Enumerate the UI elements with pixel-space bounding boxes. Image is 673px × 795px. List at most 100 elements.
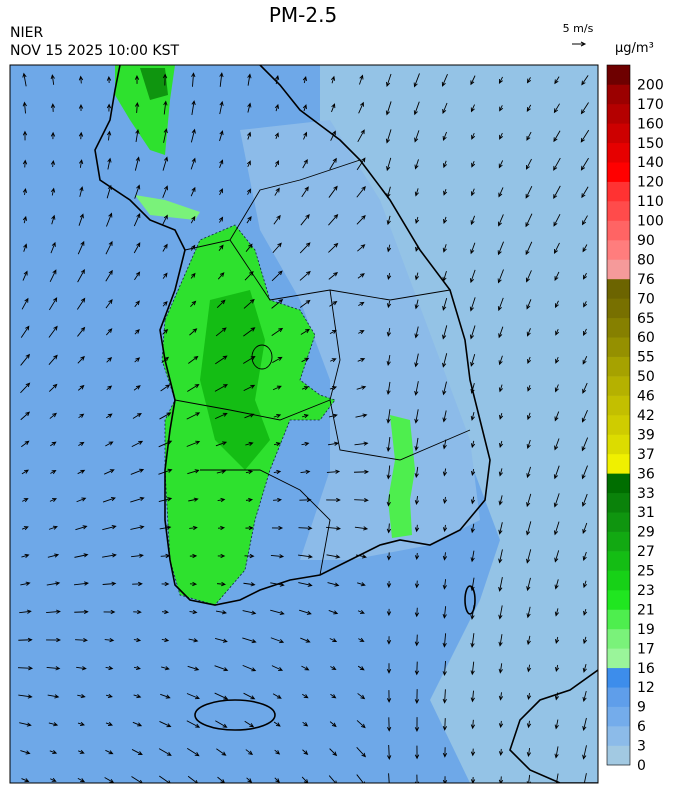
wind-arrow	[357, 693, 366, 700]
wind-arrow	[497, 269, 504, 284]
colorbar-box	[607, 356, 630, 377]
wind-arrow	[357, 273, 365, 279]
wind-arrow	[134, 184, 141, 199]
wind-arrow	[386, 465, 391, 480]
wind-arrow	[302, 76, 307, 84]
wind-arrow	[330, 358, 337, 363]
wind-arrow	[498, 605, 503, 620]
colorbar-label: 120	[637, 175, 664, 191]
wind-arrow	[414, 580, 420, 589]
wind-arrow	[247, 131, 252, 140]
wind-arrow	[77, 355, 85, 364]
map-area	[10, 65, 598, 783]
wind-arrow	[498, 634, 503, 647]
wind-arrow	[553, 185, 561, 200]
wind-arrow	[357, 665, 365, 671]
wind-arrow	[471, 132, 476, 140]
wind-arrow	[187, 775, 199, 783]
agency: NIER	[10, 25, 43, 41]
wind-arrow	[583, 608, 588, 616]
wind-arrow	[274, 187, 280, 196]
colorbar-box	[607, 298, 630, 319]
colorbar-label: 23	[637, 583, 655, 599]
colorbar-box	[607, 667, 630, 688]
wind-arrow	[134, 156, 140, 171]
colorbar-box	[607, 201, 630, 221]
wind-arrow	[274, 132, 279, 139]
wind-arrow	[470, 633, 475, 648]
wind-arrow	[414, 661, 420, 676]
wind-arrow	[582, 382, 588, 394]
wind-arrow	[78, 213, 84, 226]
wind-arrow	[470, 75, 476, 86]
wind-arrow	[582, 522, 588, 534]
wind-arrow	[441, 73, 448, 87]
wind-arrow	[298, 582, 313, 587]
wind-arrow	[387, 773, 392, 783]
colorbar-box	[607, 84, 630, 105]
wind-arrow	[17, 666, 34, 671]
wind-arrow	[50, 131, 56, 140]
colorbar-label: 110	[637, 194, 664, 210]
wind-arrow	[498, 326, 504, 339]
wind-arrow	[357, 609, 365, 614]
wind-arrow	[329, 748, 338, 757]
wind-arrow	[526, 412, 532, 421]
wind-arrow	[327, 441, 339, 446]
wind-arrow	[50, 777, 57, 782]
wind-arrow	[582, 663, 587, 673]
wind-arrow	[242, 637, 257, 644]
wind-arrow	[271, 270, 283, 282]
wind-arrow	[46, 637, 61, 643]
wind-arrow	[526, 577, 531, 592]
wind-arrow	[470, 215, 476, 226]
wind-arrow	[355, 554, 367, 559]
wind-arrow	[272, 356, 283, 364]
wind-arrow	[442, 633, 447, 648]
wind-arrow	[187, 665, 200, 671]
wind-arrow	[470, 468, 476, 476]
wind-arrow	[469, 325, 476, 340]
wind-arrow	[331, 103, 336, 113]
wind-arrow	[273, 497, 282, 503]
wind-arrow	[555, 356, 560, 364]
wind-arrow	[386, 608, 392, 617]
wind-arrow	[77, 268, 85, 283]
wind-arrow	[216, 748, 227, 756]
wind-arrow	[105, 721, 113, 726]
wind-arrow	[78, 441, 85, 447]
wind-arrow	[50, 241, 56, 254]
wind-arrow	[217, 272, 225, 280]
wind-arrow	[470, 550, 475, 563]
title: PM-2.5	[269, 3, 337, 27]
pm-field-green-north-dark	[140, 68, 168, 100]
wind-arrow	[498, 187, 504, 198]
colorbar-label: 42	[637, 408, 655, 424]
wind-arrow	[49, 749, 58, 755]
wind-arrow	[20, 353, 31, 366]
wind-arrow	[219, 188, 223, 196]
wind-arrow	[272, 242, 282, 254]
wind-arrow	[22, 130, 28, 141]
wind-arrow	[20, 325, 30, 338]
wind-arrow	[330, 130, 336, 141]
wind-arrow	[273, 214, 281, 225]
wind-arrow	[385, 101, 392, 116]
wind-arrow	[326, 469, 341, 474]
wind-arrow	[133, 693, 142, 699]
wind-arrow	[22, 72, 27, 87]
wind-arrow	[301, 357, 310, 363]
wind-arrow	[46, 609, 61, 614]
wind-arrow	[414, 130, 420, 143]
wind-arrow	[301, 386, 309, 391]
wind-arrow	[22, 270, 28, 281]
colorbar-box	[607, 123, 630, 144]
wind-arrow	[131, 553, 144, 558]
wind-arrow	[50, 103, 56, 112]
wind-arrow	[526, 77, 532, 84]
wind-arrow	[526, 549, 532, 564]
wind-arrow	[270, 554, 285, 559]
province-borders	[174, 159, 471, 576]
wind-arrow	[186, 747, 200, 757]
wind-arrow	[186, 412, 201, 420]
